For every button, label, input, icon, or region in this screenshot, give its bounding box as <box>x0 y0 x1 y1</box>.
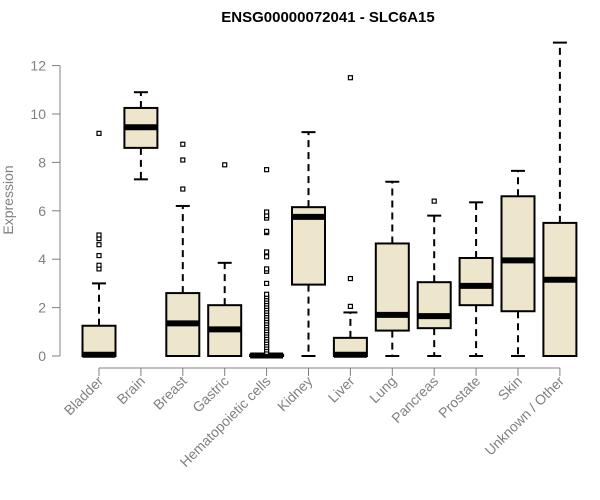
box-kidney <box>291 131 326 357</box>
outlier-point <box>264 167 270 173</box>
box-bladder <box>81 130 117 358</box>
x-tick-label: Bladder <box>61 373 107 419</box>
y-tick-label: 12 <box>30 58 46 74</box>
y-axis-title: Expression <box>0 165 16 234</box>
outlier-point <box>264 280 270 286</box>
iqr-box <box>458 256 494 307</box>
outlier-point <box>264 254 270 260</box>
iqr-box <box>81 324 117 357</box>
outlier-point <box>264 249 270 255</box>
box-hematopoietic-cells <box>249 167 285 359</box>
outlier-point <box>347 75 353 81</box>
x-tick-label: Breast <box>150 373 190 413</box>
box-gastric <box>207 162 243 357</box>
outlier-point <box>264 291 270 297</box>
outlier-point <box>96 242 102 248</box>
x-tick-label: Prostate <box>435 373 483 421</box>
outlier-point <box>96 232 102 238</box>
y-tick-label: 2 <box>38 300 46 316</box>
box-prostate <box>458 201 494 357</box>
outlier-point <box>264 228 270 234</box>
iqr-box <box>416 281 452 330</box>
box-lung <box>374 180 410 357</box>
box-group <box>81 41 578 359</box>
outlier-point <box>96 262 102 268</box>
y-tick-label: 6 <box>38 203 46 219</box>
outlier-point <box>96 130 102 136</box>
x-tick-label: Lung <box>366 373 399 406</box>
outlier-point <box>180 141 186 147</box>
x-tick-label: Unknown / Other <box>481 373 567 459</box>
outlier-point <box>180 186 186 192</box>
x-tick-label: Skin <box>495 373 526 404</box>
outlier-point <box>264 266 270 272</box>
outlier-point <box>431 198 437 204</box>
y-tick-label: 8 <box>38 154 46 170</box>
x-tick-label: Liver <box>325 373 358 406</box>
outlier-point <box>96 252 102 259</box>
iqr-box <box>500 195 536 313</box>
box-skin <box>500 169 536 357</box>
box-brain <box>123 91 159 181</box>
outlier-point <box>347 303 353 309</box>
box-unknown-other <box>542 41 578 357</box>
y-tick-label: 0 <box>38 348 46 364</box>
y-tick-label: 4 <box>38 251 46 267</box>
x-tick-label: Kidney <box>274 373 316 415</box>
chart-title: ENSG00000072041 - SLC6A15 <box>221 9 434 26</box>
outlier-point <box>264 209 270 215</box>
y-axis: 0 2 4 6 8 10 12 <box>30 58 61 364</box>
box-liver <box>332 75 368 358</box>
outlier-point <box>347 275 353 282</box>
box-pancreas <box>416 198 452 357</box>
x-tick-label: Brain <box>114 373 148 407</box>
outlier-point <box>222 162 228 168</box>
x-tick-label: Pancreas <box>388 373 441 426</box>
iqr-box <box>291 206 326 286</box>
outlier-point <box>180 157 186 163</box>
iqr-box <box>542 221 578 357</box>
y-tick-label: 10 <box>30 106 46 122</box>
box-breast <box>165 141 201 357</box>
